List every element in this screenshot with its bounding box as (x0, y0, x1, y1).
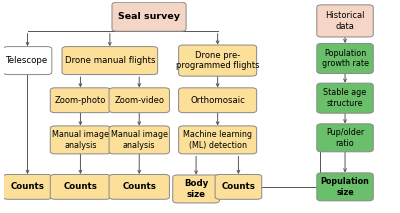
FancyBboxPatch shape (62, 47, 158, 75)
Text: Historical
data: Historical data (325, 11, 365, 31)
Text: Pup/older
ratio: Pup/older ratio (326, 128, 364, 148)
Text: Stable age
structure: Stable age structure (324, 88, 367, 108)
Text: Counts: Counts (122, 182, 156, 191)
FancyBboxPatch shape (109, 126, 170, 154)
Text: Counts: Counts (64, 182, 97, 191)
FancyBboxPatch shape (50, 126, 111, 154)
FancyBboxPatch shape (317, 124, 373, 152)
Text: Orthomosaic: Orthomosaic (190, 96, 245, 105)
FancyBboxPatch shape (50, 88, 111, 113)
Text: Machine learning
(ML) detection: Machine learning (ML) detection (183, 130, 252, 150)
Text: Zoom-photo: Zoom-photo (55, 96, 106, 105)
Text: Seal survey: Seal survey (118, 12, 180, 21)
Text: Manual image
analysis: Manual image analysis (111, 130, 168, 150)
FancyBboxPatch shape (317, 83, 373, 113)
FancyBboxPatch shape (3, 47, 52, 75)
FancyBboxPatch shape (3, 174, 52, 199)
FancyBboxPatch shape (109, 174, 170, 199)
FancyBboxPatch shape (179, 45, 257, 76)
FancyBboxPatch shape (50, 174, 111, 199)
Text: Body
size: Body size (184, 179, 208, 199)
Text: Population
growth rate: Population growth rate (322, 49, 368, 68)
FancyBboxPatch shape (179, 126, 257, 154)
Text: Counts: Counts (10, 182, 44, 191)
FancyBboxPatch shape (317, 173, 373, 201)
FancyBboxPatch shape (179, 88, 257, 113)
Text: Population
size: Population size (321, 177, 370, 197)
Text: Drone manual flights: Drone manual flights (64, 56, 155, 65)
FancyBboxPatch shape (173, 175, 220, 203)
Text: Telescope: Telescope (6, 56, 49, 65)
Text: Counts: Counts (222, 182, 255, 191)
Text: Zoom-video: Zoom-video (114, 96, 164, 105)
Text: Manual image
analysis: Manual image analysis (52, 130, 109, 150)
FancyBboxPatch shape (215, 174, 262, 199)
FancyBboxPatch shape (109, 88, 170, 113)
FancyBboxPatch shape (112, 2, 186, 31)
FancyBboxPatch shape (317, 43, 373, 73)
Text: Drone pre-
programmed flights: Drone pre- programmed flights (176, 51, 259, 70)
FancyBboxPatch shape (317, 5, 373, 37)
